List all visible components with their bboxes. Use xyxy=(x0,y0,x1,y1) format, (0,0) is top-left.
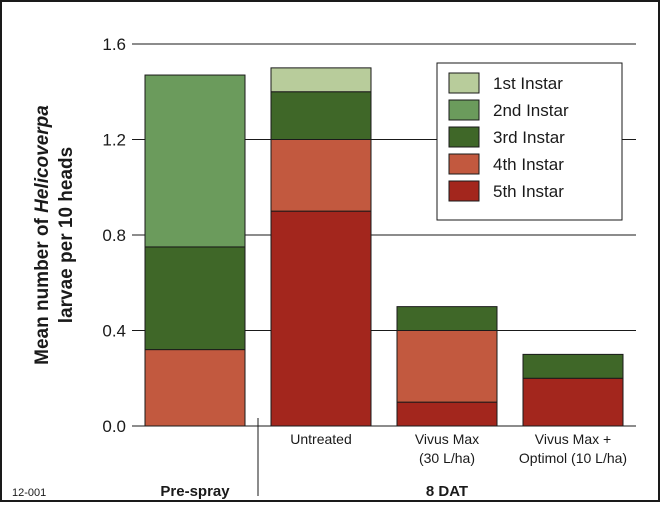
legend-label: 3rd Instar xyxy=(493,128,565,147)
legend-label: 4th Instar xyxy=(493,155,564,174)
x-category-labels: Untreated Vivus Max (30 L/ha) Vivus Max + Op… xyxy=(290,431,627,466)
legend-label: 1st Instar xyxy=(493,74,563,93)
x-category-label: Vivus Max + xyxy=(535,431,611,447)
bar-segment xyxy=(396,330,498,403)
x-category-label: Vivus Max xyxy=(415,431,479,447)
y-tick-label: 0.0 xyxy=(102,417,126,436)
bar-segment xyxy=(270,210,372,427)
y-tick-label: 0.8 xyxy=(102,226,126,245)
y-axis-label-line1: Mean number of Helicoverpa xyxy=(32,105,53,365)
x-category-label: Optimol (10 L/ha) xyxy=(519,450,627,466)
bar-segment xyxy=(144,74,246,248)
bars xyxy=(144,67,624,427)
legend-swatch xyxy=(448,126,480,148)
legend-swatch xyxy=(448,153,480,175)
legend-label: 5th Instar xyxy=(493,182,564,201)
legend: 1st Instar 2nd Instar 3rd Instar 4th Instar… xyxy=(436,62,623,221)
legend-swatch xyxy=(448,99,480,121)
bar-segment xyxy=(396,401,498,427)
bar-segment xyxy=(522,353,624,379)
legend-swatch xyxy=(448,180,480,202)
bar-segment xyxy=(144,349,246,427)
bar-segment xyxy=(144,246,246,351)
y-tick-labels: 0.0 0.4 0.8 1.2 1.6 xyxy=(102,35,126,436)
bar-segment xyxy=(396,306,498,331)
x-group-labels: Pre-spray 8 DAT xyxy=(160,483,468,500)
y-tick-label: 1.2 xyxy=(102,131,126,150)
legend-label: 2nd Instar xyxy=(493,101,569,120)
y-axis-label-prefix: Mean number of xyxy=(32,213,53,365)
x-group-label: 8 DAT xyxy=(426,483,468,500)
bar-segment xyxy=(270,67,372,93)
y-axis-label-italic: Helicoverpa xyxy=(32,105,53,213)
y-axis-label: Mean number of Helicoverpa larvae per 10 … xyxy=(32,105,77,365)
x-category-label: Untreated xyxy=(290,431,351,447)
bar-segment xyxy=(270,139,372,212)
y-tick-label: 1.6 xyxy=(102,35,126,54)
x-group-label: Pre-spray xyxy=(160,483,230,500)
legend-swatch xyxy=(448,72,480,94)
bar-segment xyxy=(522,377,624,427)
y-tick-label: 0.4 xyxy=(102,322,126,341)
bar-segment xyxy=(270,91,372,140)
figure-id: 12-001 xyxy=(12,487,46,499)
y-axis-label-line2: larvae per 10 heads xyxy=(56,147,77,323)
x-category-label: (30 L/ha) xyxy=(419,450,475,466)
